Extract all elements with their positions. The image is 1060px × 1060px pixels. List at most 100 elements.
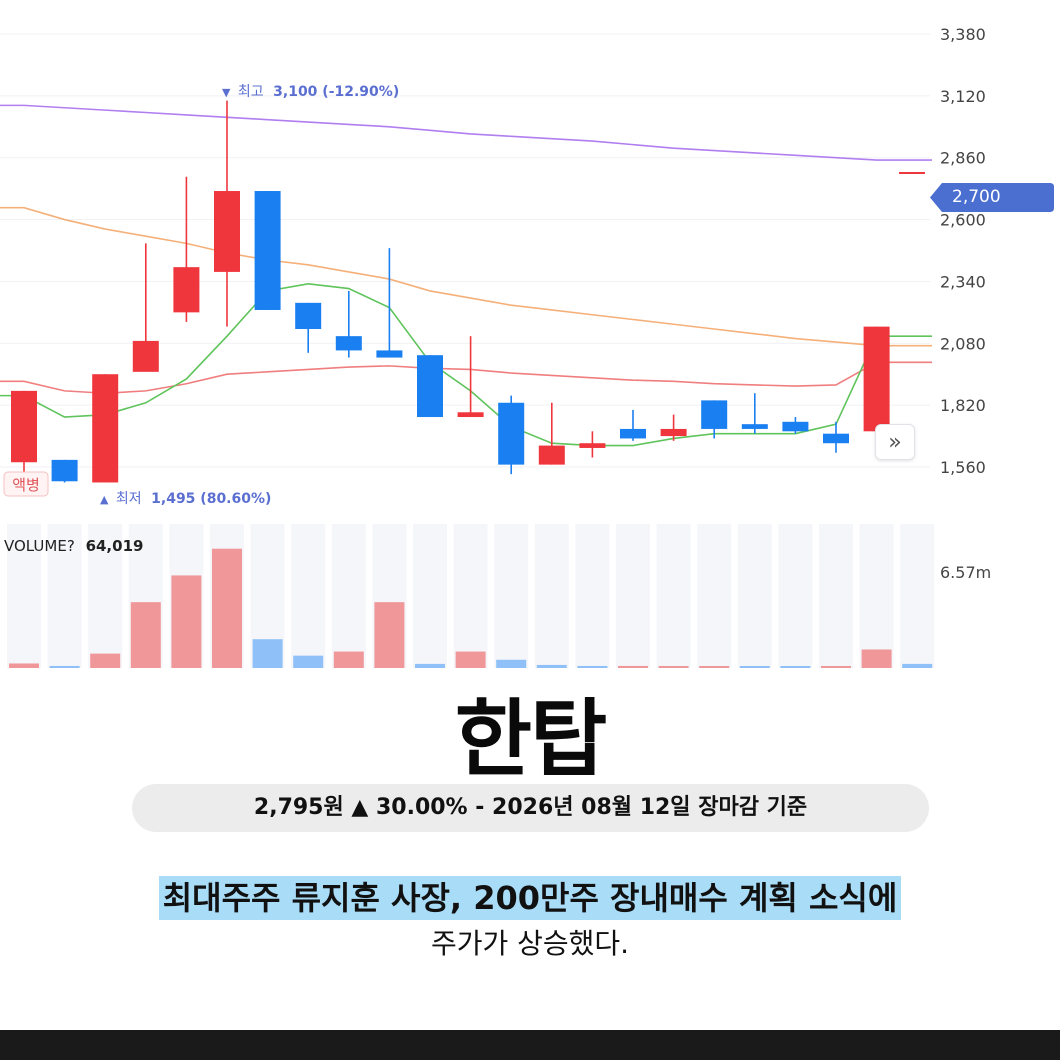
volume-bar	[293, 655, 324, 668]
candle-body	[214, 191, 240, 272]
volume-axis-tick: 6.57m	[940, 563, 991, 582]
y-tick-label: 2,600	[940, 211, 986, 230]
stock-chart: 3,380 3,120 2,860 2,600 2,340 2,080 1,820 1,560…	[0, 25, 991, 668]
candle-body	[295, 302, 322, 330]
price-summary: 2,795원 ▲ 30.00% - 2026년 08월 12일 장마감 기준	[132, 784, 929, 832]
volume-bars	[9, 548, 933, 668]
candle-body	[132, 340, 159, 372]
volume-bar	[455, 651, 486, 668]
candle-body	[11, 390, 37, 463]
volume-column-bg	[291, 524, 326, 668]
current-price-tag: 2,700	[930, 183, 1054, 212]
candle-body	[863, 326, 890, 432]
volume-bar	[496, 659, 527, 668]
y-axis: 3,380 3,120 2,860 2,600 2,340 2,080 1,820 1,560	[940, 25, 986, 477]
candle	[498, 395, 525, 475]
volume-column-bg	[778, 524, 813, 668]
volume-bar	[861, 649, 892, 668]
volume-column-bg	[859, 524, 894, 668]
candle-body	[701, 400, 728, 429]
candle-body	[51, 459, 78, 482]
volume-bar	[130, 602, 161, 668]
volume-bar	[536, 664, 567, 668]
volume-bar	[212, 548, 242, 668]
event-badge-label: 액병	[12, 476, 40, 494]
volume-bar	[577, 665, 608, 668]
double-chevron-right-icon: »	[888, 429, 902, 455]
candle	[376, 248, 403, 358]
volume-label: VOLUME?	[4, 537, 75, 555]
y-tick-label: 3,380	[940, 25, 986, 44]
volume-bar	[821, 666, 851, 668]
chart-gridlines	[0, 33, 930, 468]
current-price-label: 2,700	[952, 187, 1001, 207]
volume-column-bg	[47, 524, 82, 668]
volume-column-bg	[534, 524, 569, 668]
volume-bar	[618, 665, 648, 668]
candles	[11, 100, 890, 483]
volume-bar	[739, 666, 770, 668]
candle	[254, 191, 281, 310]
volume-bar	[902, 663, 933, 668]
candle-body	[417, 355, 443, 418]
ma-long-line	[0, 206, 932, 347]
footer-bar	[0, 1030, 1060, 1060]
candle-body	[741, 424, 768, 429]
volume-bar	[49, 665, 80, 668]
high-label: 최고	[238, 84, 264, 100]
volume-bar	[171, 575, 202, 668]
scroll-right-button[interactable]: »	[875, 424, 915, 460]
candle-body	[335, 336, 362, 351]
y-tick-label: 2,340	[940, 272, 986, 291]
candle	[92, 374, 119, 483]
candle-body	[92, 374, 119, 483]
low-value: 1,495 (80.60%)	[151, 491, 271, 507]
candle-body	[376, 350, 403, 358]
candle	[660, 414, 687, 441]
volume-column-bg	[494, 524, 529, 668]
volume-column-bg	[737, 524, 772, 668]
candle-body	[620, 428, 646, 439]
volume-bar	[415, 663, 445, 668]
moving-averages	[0, 104, 932, 447]
volume-legend: VOLUME? 64,019	[4, 537, 143, 555]
price-tag-shape	[930, 183, 1054, 212]
volume-column-bg	[413, 524, 447, 668]
volume-bar	[252, 639, 283, 668]
candle	[214, 100, 240, 327]
volume-column-bg	[819, 524, 853, 668]
volume-column-bg	[331, 524, 366, 668]
candle-body	[173, 267, 200, 313]
y-tick-label: 2,860	[940, 149, 986, 168]
volume-column-bg	[656, 524, 691, 668]
candle-body	[579, 443, 606, 448]
event-badge	[3, 471, 49, 497]
candle	[457, 336, 484, 418]
volume-column-bg	[575, 524, 610, 668]
headline-line-2: 주가가 상승했다.	[430, 927, 630, 960]
candle	[538, 402, 565, 465]
low-arrow: ▲	[100, 493, 109, 506]
volume-bar	[9, 663, 39, 668]
low-label: 최저	[116, 491, 142, 507]
ma-upper-line	[0, 104, 932, 161]
candle-body	[660, 428, 687, 437]
y-tick-label: 1,820	[940, 396, 986, 415]
high-arrow: ▼	[222, 86, 231, 99]
ma-short-line	[0, 282, 932, 447]
volume-column-bg	[900, 524, 935, 668]
candle-body	[538, 445, 565, 465]
candle-body	[823, 433, 849, 444]
candle	[579, 431, 606, 458]
news-headline: 최대주주 류지훈 사장, 200만주 장내매수 계획 소식에 주가가 상승했다.	[0, 876, 1060, 962]
volume-bar	[90, 653, 121, 668]
candle	[417, 355, 443, 418]
y-tick-label: 2,080	[940, 334, 986, 353]
candle	[335, 290, 362, 358]
volume-bar	[780, 666, 811, 668]
ma-mid-line	[0, 361, 932, 395]
candle-body	[498, 402, 525, 465]
candle	[11, 390, 37, 472]
volume-value: 64,019	[86, 537, 144, 555]
volume-bar	[374, 602, 405, 668]
